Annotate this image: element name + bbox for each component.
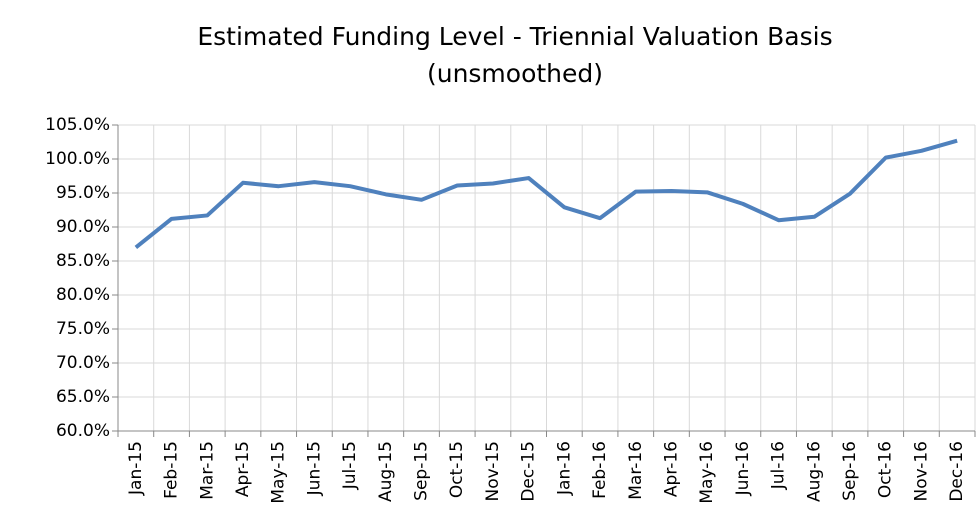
y-tick-label: 85.0% <box>56 251 110 271</box>
y-tick-label: 80.0% <box>56 285 110 305</box>
x-tick-label: Feb-15 <box>162 441 182 499</box>
x-tick-label: Dec-16 <box>947 441 967 502</box>
y-tick-label: 90.0% <box>56 217 110 237</box>
x-tick-label: Jun-16 <box>733 441 753 496</box>
x-tick-label: Apr-15 <box>233 441 253 497</box>
y-tick-label: 100.0% <box>45 149 110 169</box>
x-tick-label: Aug-16 <box>804 441 824 502</box>
x-tick-label: Nov-16 <box>911 441 931 502</box>
x-tick-label: Sep-16 <box>840 441 860 501</box>
x-tick-label: Apr-16 <box>661 441 681 497</box>
y-tick-label: 70.0% <box>56 353 110 373</box>
x-tick-label: Jan-16 <box>554 441 574 496</box>
y-tick-label: 75.0% <box>56 319 110 339</box>
x-tick-label: Aug-15 <box>376 441 396 502</box>
x-tick-label: Feb-16 <box>590 441 610 499</box>
y-tick-label: 95.0% <box>56 183 110 203</box>
x-tick-label: Oct-15 <box>447 441 467 498</box>
x-tick-label: Jan-15 <box>126 441 146 496</box>
x-tick-label: May-15 <box>269 441 289 504</box>
x-tick-label: Jun-15 <box>304 441 324 496</box>
x-tick-label: Nov-15 <box>483 441 503 502</box>
x-tick-label: Jul-16 <box>769 441 789 490</box>
x-tick-label: May-16 <box>697 441 717 504</box>
x-tick-label: Jul-15 <box>340 441 360 490</box>
y-tick-label: 105.0% <box>45 115 110 135</box>
x-tick-label: Dec-15 <box>519 441 539 502</box>
data-line <box>134 138 958 249</box>
x-tick-label: Mar-15 <box>197 441 217 500</box>
y-tick-label: 60.0% <box>56 421 110 441</box>
x-tick-label: Sep-15 <box>412 441 432 501</box>
y-tick-label: 65.0% <box>56 387 110 407</box>
chart-title: Estimated Funding Level - Triennial Valu… <box>197 22 832 51</box>
x-tick-label: Oct-16 <box>876 441 896 498</box>
chart-subtitle: (unsmoothed) <box>427 59 603 88</box>
x-tick-label: Mar-16 <box>626 441 646 500</box>
